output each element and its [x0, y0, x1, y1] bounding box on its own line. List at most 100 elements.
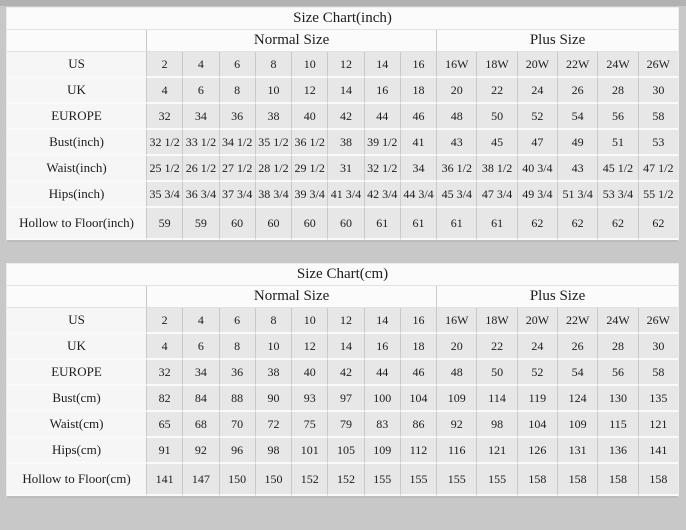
size-cell: 41	[399, 130, 437, 156]
size-cell: 114	[476, 386, 517, 412]
size-cell: 42	[327, 360, 364, 386]
size-cell: 136	[597, 438, 638, 464]
row-label: Hips(inch)	[7, 182, 147, 208]
blank-header-cell	[7, 30, 147, 52]
size-cell: 16	[363, 78, 400, 104]
size-cell: 26	[557, 334, 598, 360]
table-title-row: Size Chart(cm)	[7, 264, 678, 286]
size-cell: 8	[254, 308, 292, 334]
table-row: US 2 4 6 8 10 12 14 16 16W 18W 20W 22W 24W 26W	[7, 308, 678, 334]
size-cell: 100	[363, 386, 400, 412]
group-header-plus-size: Plus Size	[436, 30, 678, 52]
table-row: EUROPE 32 34 36 38 40 42 44 46 48 50 52 54 56 58	[7, 104, 678, 130]
size-cell: 30	[637, 78, 678, 104]
size-cell: 116	[436, 438, 477, 464]
size-cell: 52	[516, 104, 558, 130]
size-cell: 48	[436, 104, 477, 130]
size-cell: 131	[557, 438, 598, 464]
size-cell: 37 3/4	[218, 182, 255, 208]
size-cell: 83	[363, 412, 400, 438]
size-cell: 42 3/4	[363, 182, 400, 208]
size-cell: 49	[557, 130, 598, 156]
size-cell: 4	[146, 78, 183, 104]
size-cell: 28	[597, 78, 638, 104]
row-label: UK	[7, 334, 147, 360]
size-cell: 24	[516, 78, 558, 104]
table-row: Waist(cm) 65 68 70 72 75 79 83 86 92 98 104 109 115 12…	[7, 412, 678, 438]
size-cell: 34	[399, 156, 437, 182]
size-cell: 59	[182, 208, 219, 240]
row-label: US	[7, 308, 147, 334]
size-cell: 61	[399, 208, 437, 240]
size-cell: 35 3/4	[146, 182, 183, 208]
size-cell: 56	[597, 360, 638, 386]
size-cell: 109	[557, 412, 598, 438]
size-cell: 14	[327, 78, 364, 104]
size-group-header-row: Normal Size Plus Size	[7, 286, 678, 308]
size-cell: 20W	[516, 52, 558, 78]
size-cell: 104	[399, 386, 437, 412]
size-cell: 32	[146, 104, 183, 130]
size-cell: 39 3/4	[291, 182, 328, 208]
size-cell: 16	[363, 334, 400, 360]
row-label: Waist(cm)	[7, 412, 147, 438]
size-cell: 20W	[516, 308, 558, 334]
size-cell: 62	[597, 208, 638, 240]
size-cell: 126	[516, 438, 558, 464]
size-cell: 25 1/2	[146, 156, 183, 182]
size-cell: 24	[516, 334, 558, 360]
row-label: Bust(cm)	[7, 386, 147, 412]
table-title: Size Chart(cm)	[7, 264, 678, 286]
size-cell: 84	[182, 386, 219, 412]
size-cell: 52	[516, 360, 558, 386]
size-cell: 45	[476, 130, 517, 156]
table-row: Bust(cm) 82 84 88 90 93 97 100 104 109 114 119 124 13…	[7, 386, 678, 412]
size-cell: 150	[218, 464, 255, 496]
size-cell: 91	[146, 438, 183, 464]
size-cell: 40	[291, 360, 328, 386]
size-cell: 22W	[557, 308, 598, 334]
size-cell: 28 1/2	[254, 156, 292, 182]
size-cell: 158	[637, 464, 678, 496]
row-label: UK	[7, 78, 147, 104]
table-row: Hips(inch) 35 3/4 36 3/4 37 3/4 38 3/4 39 3/4…	[7, 182, 678, 208]
size-cell: 54	[557, 104, 598, 130]
row-label: Hollow to Floor(cm)	[7, 464, 147, 496]
size-cell: 46	[399, 360, 437, 386]
size-cell: 155	[399, 464, 437, 496]
table-row: Waist(inch) 25 1/2 26 1/2 27 1/2 28 1/2 29 1/…	[7, 156, 678, 182]
size-cell: 10	[291, 308, 328, 334]
size-cell: 16	[399, 308, 437, 334]
size-cell: 18	[399, 78, 437, 104]
size-cell: 24W	[597, 308, 638, 334]
size-cell: 4	[182, 52, 219, 78]
size-cell: 26 1/2	[182, 156, 219, 182]
size-chart-cm-table: Size Chart(cm) Normal Size Plus Size US 2…	[6, 263, 679, 498]
size-cell: 92	[436, 412, 477, 438]
size-cell: 24W	[597, 52, 638, 78]
table-row: Hollow to Floor(cm) 141 147 150 150 152 152 155…	[7, 464, 678, 496]
size-cell: 50	[476, 360, 517, 386]
size-cell: 16W	[436, 308, 477, 334]
size-cell: 47 1/2	[637, 156, 678, 182]
size-cell: 36 3/4	[182, 182, 219, 208]
size-cell: 61	[436, 208, 477, 240]
size-cell: 30	[637, 334, 678, 360]
size-cell: 6	[218, 52, 255, 78]
size-cell: 36	[218, 104, 255, 130]
size-cell: 98	[254, 438, 292, 464]
size-cell: 96	[218, 438, 255, 464]
size-cell: 44	[363, 360, 400, 386]
size-cell: 27 1/2	[218, 156, 255, 182]
size-cell: 124	[557, 386, 598, 412]
size-cell: 152	[327, 464, 364, 496]
size-cell: 82	[146, 386, 183, 412]
size-cell: 70	[218, 412, 255, 438]
size-cell: 158	[516, 464, 558, 496]
size-cell: 86	[399, 412, 437, 438]
size-group-header-row: Normal Size Plus Size	[7, 30, 678, 52]
size-cell: 6	[182, 78, 219, 104]
size-cell: 130	[597, 386, 638, 412]
row-label: Waist(inch)	[7, 156, 147, 182]
size-cell: 141	[146, 464, 183, 496]
